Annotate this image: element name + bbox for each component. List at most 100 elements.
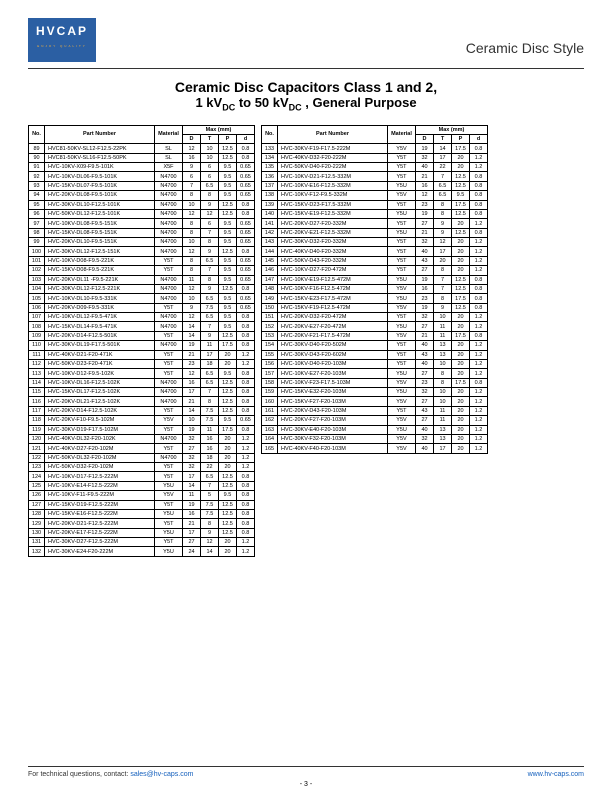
table-row: 159HVC-15KV-E32-F20-103MY5U3210201.2: [262, 388, 488, 397]
cell-mat: Y5T: [155, 425, 183, 434]
cell-pn: HVC-15KV-E23-F17.5-472M: [278, 294, 388, 303]
cell-no: 122: [29, 453, 45, 462]
cell-no: 161: [262, 406, 278, 415]
cell-no: 163: [262, 425, 278, 434]
cell-dd: 0.65: [237, 294, 255, 303]
cell-mat: N4700: [155, 181, 183, 190]
cell-dd: 0.65: [237, 275, 255, 284]
cell-pn: HVC-30KV-F32-F20-103M: [278, 434, 388, 443]
table-row: 126HVC-10KV-F11-F9.5-222MY5V1159.50.8: [29, 491, 255, 500]
page-header: HVCAP ENJOY QUALITY Ceramic Disc Style: [28, 18, 584, 69]
cell-d: 40: [416, 425, 434, 434]
cell-dd: 1.2: [237, 547, 255, 556]
cell-p: 9.5: [219, 491, 237, 500]
cell-t: 7: [201, 266, 219, 275]
cell-d: 14: [183, 406, 201, 415]
table-row: 142HVC-20KV-E21-F12.5-332MY5U21912.50.8: [262, 228, 488, 237]
cell-no: 128: [29, 509, 45, 518]
cell-pn: HVC-15KV-F19-F12.5-472M: [278, 303, 388, 312]
cell-t: 8: [434, 200, 452, 209]
cell-no: 165: [262, 444, 278, 453]
cell-t: 9: [201, 284, 219, 293]
table-row: 143HVC-30KV-D32-F20-332MY5T3212201.2: [262, 238, 488, 247]
cell-t: 17: [434, 153, 452, 162]
cell-mat: Y5U: [388, 388, 416, 397]
cell-pn: HVC-10KV-F23-F17.5-103M: [278, 378, 388, 387]
page: HVCAP ENJOY QUALITY Ceramic Disc Style C…: [0, 0, 612, 792]
cell-pn: HVC-10KV-F16-F12.5-472M: [278, 284, 388, 293]
cell-mat: Y5T: [388, 359, 416, 368]
cell-pn: HVC-30KV-D43-F20-602M: [278, 350, 388, 359]
table-row: 90HVC81-50KV-SL16-F12.5-50PKSL161012.50.…: [29, 153, 255, 162]
cell-mat: Y5V: [388, 144, 416, 153]
cell-dd: 1.2: [470, 416, 488, 425]
cell-t: 20: [434, 256, 452, 265]
cell-d: 10: [183, 200, 201, 209]
footer-site-link[interactable]: www.hv-caps.com: [528, 771, 584, 778]
cell-d: 32: [416, 388, 434, 397]
cell-dd: 0.8: [470, 284, 488, 293]
cell-pn: HVC-10KV-DL10-F9.5-331K: [45, 294, 155, 303]
cell-d: 40: [416, 359, 434, 368]
cell-p: 20: [452, 434, 470, 443]
cell-pn: HVC-20KV-D27-F20-332M: [278, 219, 388, 228]
cell-p: 9.5: [219, 238, 237, 247]
cell-d: 32: [183, 434, 201, 443]
cell-pn: HVC-10KV-D17-F12.5-222M: [45, 472, 155, 481]
table-row: 98HVC-15KV-DL08-F9.5-151KN4700879.50.65: [29, 228, 255, 237]
cell-p: 9.5: [219, 303, 237, 312]
table-row: 104HVC-30KV-DL12-F12.5-221KN470012912.50…: [29, 284, 255, 293]
cell-no: 93: [29, 181, 45, 190]
cell-no: 92: [29, 172, 45, 181]
cell-mat: N4700: [155, 453, 183, 462]
th-pn: Part Number: [45, 125, 155, 144]
cell-dd: 0.8: [470, 294, 488, 303]
cell-no: 105: [29, 294, 45, 303]
cell-t: 8: [434, 378, 452, 387]
cell-dd: 1.2: [237, 538, 255, 547]
cell-p: 12.5: [219, 528, 237, 537]
cell-pn: HVC-50KV-D43-F20-332M: [278, 256, 388, 265]
cell-dd: 0.8: [237, 369, 255, 378]
cell-dd: 0.8: [237, 500, 255, 509]
cell-p: 20: [452, 425, 470, 434]
table-row: 125HVC-10KV-E14-F12.5-222MY5U14712.50.8: [29, 481, 255, 490]
cell-mat: Y5T: [388, 350, 416, 359]
cell-mat: Y5U: [388, 425, 416, 434]
table-row: 134HVC-40KV-D32-F20-222MY5T3217201.2: [262, 153, 488, 162]
cell-pn: HVC-50KV-D32-F20-102M: [45, 463, 155, 472]
footer-email-link[interactable]: sales@hv-caps.com: [130, 771, 193, 778]
cell-mat: Y5T: [388, 172, 416, 181]
cell-p: 9.5: [219, 275, 237, 284]
th-no: No.: [262, 125, 278, 144]
cell-dd: 0.65: [237, 266, 255, 275]
cell-no: 129: [29, 519, 45, 528]
cell-pn: HVC-40KV-D32-F20-222M: [278, 153, 388, 162]
cell-t: 11: [201, 341, 219, 350]
cell-pn: HVC-30KV-E40-F20-103M: [278, 425, 388, 434]
table-row: 154HVC-30KV-D40-F20-502MY5T4013201.2: [262, 341, 488, 350]
table-row: 102HVC-15KV-D08-F9.5-221KY5T879.50.65: [29, 266, 255, 275]
cell-no: 149: [262, 294, 278, 303]
cell-dd: 1.2: [237, 359, 255, 368]
table-row: 121HVC-40KV-D27-F20-102MY5T2716201.2: [29, 444, 255, 453]
cell-p: 12.5: [219, 388, 237, 397]
cell-pn: HVC-10KV-D27-F20-472M: [278, 266, 388, 275]
cell-dd: 1.2: [470, 388, 488, 397]
cell-no: 140: [262, 209, 278, 218]
cell-dd: 0.8: [237, 491, 255, 500]
cell-t: 6.5: [201, 378, 219, 387]
cell-t: 16: [201, 444, 219, 453]
table-row: 135HVC-50KV-D40-F20-222MY5T4022201.2: [262, 163, 488, 172]
cell-mat: N4700: [155, 238, 183, 247]
cell-mat: Y5V: [388, 191, 416, 200]
style-title: Ceramic Disc Style: [466, 40, 584, 56]
cell-d: 27: [416, 369, 434, 378]
cell-p: 20: [219, 444, 237, 453]
table-row: 129HVC-20KV-D21-F12.5-222MY5T21812.50.8: [29, 519, 255, 528]
table-row: 97HVC-10KV-DL08-F9.5-151KN4700869.50.65: [29, 219, 255, 228]
cell-p: 17.5: [219, 341, 237, 350]
cell-d: 43: [416, 256, 434, 265]
cell-t: 8: [201, 519, 219, 528]
cell-d: 16: [416, 284, 434, 293]
